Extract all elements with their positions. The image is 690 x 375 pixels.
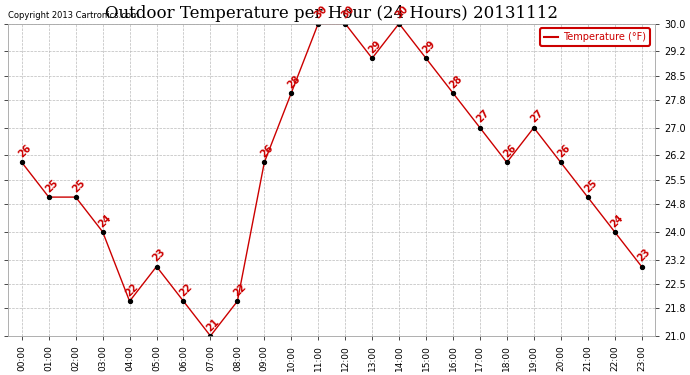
Text: 22: 22 [178,282,195,298]
Text: 24: 24 [609,212,626,229]
Point [43,194,55,200]
Text: Copyright 2013 Cartronics.com: Copyright 2013 Cartronics.com [8,12,139,21]
Text: 28: 28 [447,74,464,90]
Text: 29: 29 [366,39,383,56]
Text: 27: 27 [529,108,545,125]
Point [232,298,243,304]
Point [17,159,28,165]
Point [70,194,81,200]
Point [205,333,216,339]
Point [393,21,404,27]
Point [259,159,270,165]
Text: 25: 25 [70,178,87,194]
Text: 25: 25 [582,178,599,194]
Point [124,298,135,304]
Text: 23: 23 [636,247,653,264]
Text: 22: 22 [232,282,248,298]
Point [447,90,458,96]
Text: 30: 30 [313,4,329,21]
Text: 24: 24 [97,212,114,229]
Point [636,264,647,270]
Text: 21: 21 [205,316,221,333]
Text: 26: 26 [502,143,518,160]
Text: 27: 27 [474,108,491,125]
Point [151,264,162,270]
Point [313,21,324,27]
Text: 30: 30 [393,4,410,21]
Text: 28: 28 [286,74,302,90]
Text: 26: 26 [17,143,33,160]
Text: 26: 26 [259,143,275,160]
Text: 25: 25 [43,178,60,194]
Point [529,124,540,130]
Text: 29: 29 [420,39,437,56]
Point [286,90,297,96]
Text: 23: 23 [151,247,168,264]
Legend: Temperature (°F): Temperature (°F) [540,28,650,46]
Point [420,55,431,61]
Point [609,229,620,235]
Point [366,55,377,61]
Point [97,229,108,235]
Point [502,159,513,165]
Point [555,159,566,165]
Point [582,194,593,200]
Point [475,124,486,130]
Text: 22: 22 [124,282,141,298]
Point [178,298,189,304]
Point [339,21,351,27]
Text: 26: 26 [555,143,572,160]
Title: Outdoor Temperature per Hour (24 Hours) 20131112: Outdoor Temperature per Hour (24 Hours) … [105,5,558,22]
Text: 30: 30 [339,4,356,21]
